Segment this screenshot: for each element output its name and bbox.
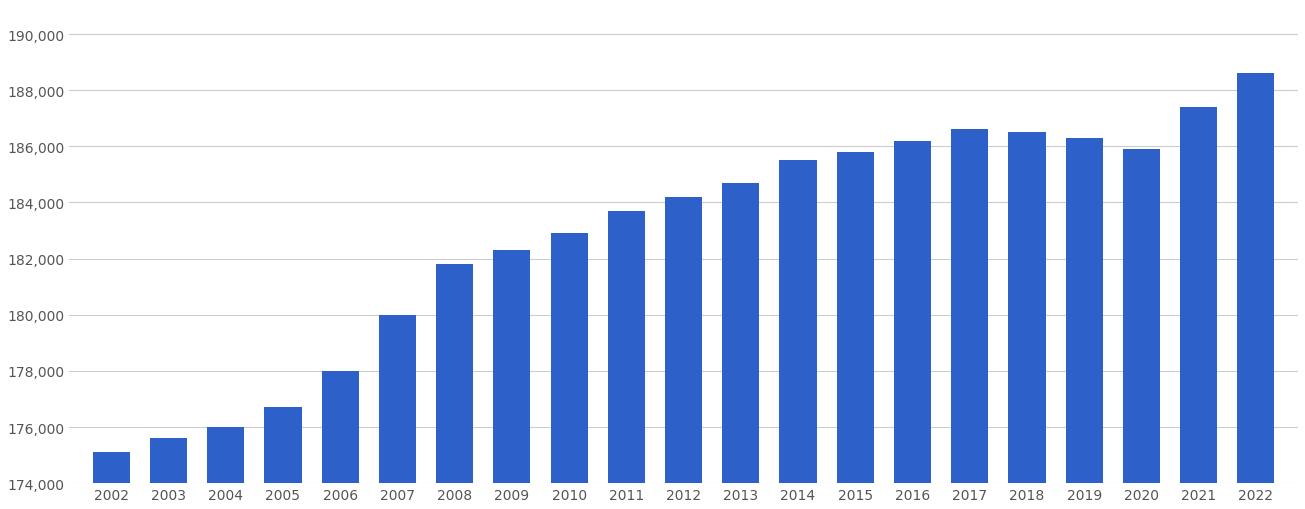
Bar <box>1009 133 1045 483</box>
Bar <box>779 161 817 483</box>
Bar <box>722 183 760 483</box>
Bar <box>1180 108 1218 483</box>
Bar <box>551 234 587 483</box>
Bar <box>321 371 359 483</box>
Bar <box>436 265 474 483</box>
Bar <box>1066 138 1103 483</box>
Bar <box>1122 150 1160 483</box>
Bar <box>837 153 874 483</box>
Bar <box>493 251 530 483</box>
Bar <box>265 408 301 483</box>
Bar <box>1237 74 1275 483</box>
Bar <box>378 315 416 483</box>
Bar <box>666 197 702 483</box>
Bar <box>150 438 187 483</box>
Bar <box>608 211 645 483</box>
Bar <box>951 130 988 483</box>
Bar <box>207 427 244 483</box>
Bar <box>93 453 130 483</box>
Bar <box>894 142 930 483</box>
